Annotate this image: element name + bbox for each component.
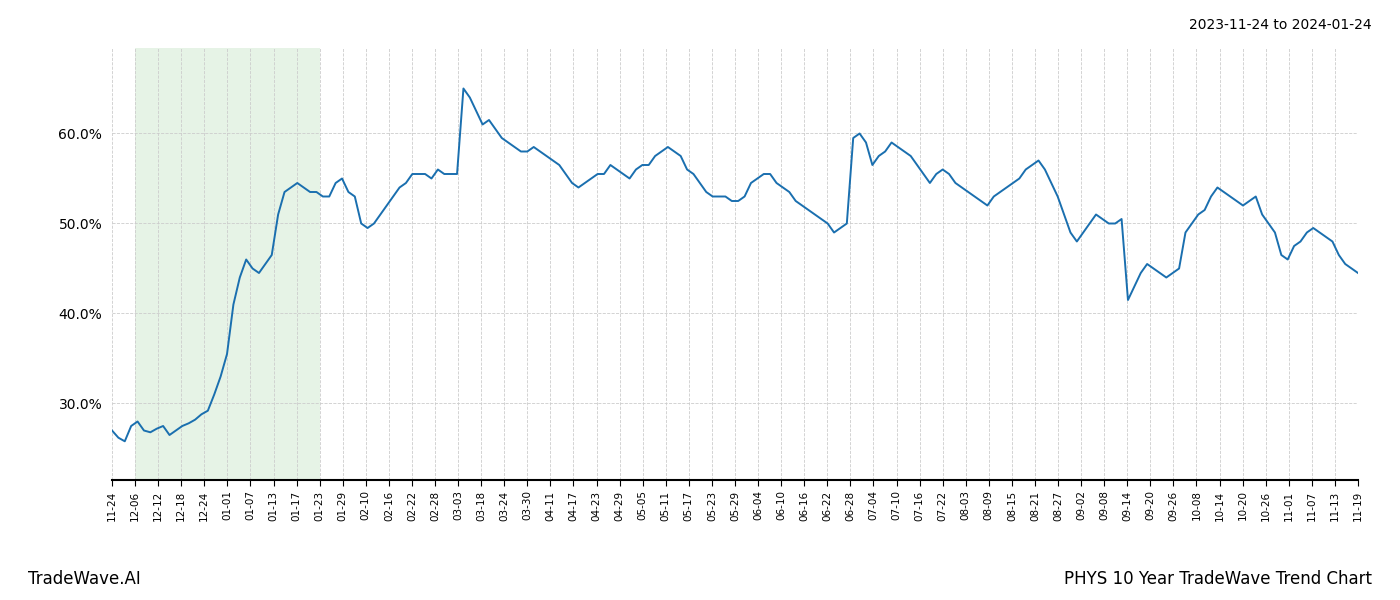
Bar <box>134 48 319 480</box>
Text: PHYS 10 Year TradeWave Trend Chart: PHYS 10 Year TradeWave Trend Chart <box>1064 570 1372 588</box>
Text: TradeWave.AI: TradeWave.AI <box>28 570 141 588</box>
Text: 2023-11-24 to 2024-01-24: 2023-11-24 to 2024-01-24 <box>1190 18 1372 32</box>
